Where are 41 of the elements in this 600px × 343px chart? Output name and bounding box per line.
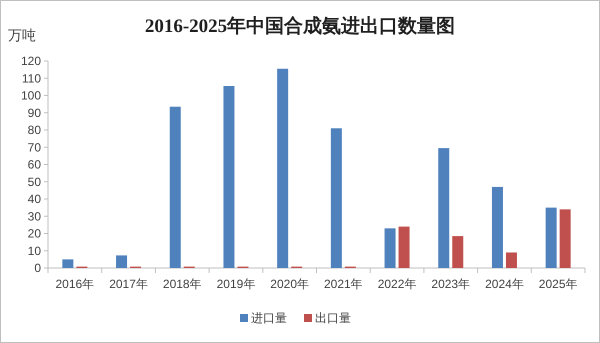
bar — [170, 106, 181, 268]
x-tick-label: 2023年 — [431, 277, 470, 291]
y-tick-label: 90 — [28, 106, 42, 120]
x-tick-label: 2020年 — [270, 277, 309, 291]
legend-label: 出口量 — [315, 311, 351, 325]
y-tick-label: 80 — [28, 123, 42, 137]
y-tick-label: 0 — [34, 261, 42, 275]
bar — [438, 148, 450, 268]
y-axis-title: 万吨 — [8, 27, 36, 43]
y-tick-label: 50 — [28, 174, 42, 189]
y-tick-label: 100 — [20, 88, 42, 102]
y-tick-label: 10 — [28, 244, 42, 258]
x-tick-label: 2021年 — [324, 277, 363, 291]
bar — [492, 186, 503, 268]
bar — [546, 208, 557, 268]
bar — [116, 255, 128, 268]
x-tick-label: 2024年 — [485, 277, 524, 291]
x-tick-label: 2019年 — [216, 277, 256, 291]
bar — [223, 86, 234, 268]
bar — [330, 128, 342, 268]
bar — [277, 68, 288, 268]
x-tick-label: 2022年 — [378, 277, 416, 291]
legend-label: 进口量 — [251, 311, 287, 325]
bar — [452, 236, 464, 268]
y-tick-label: 120 — [20, 54, 42, 68]
x-tick-label: 2016年 — [56, 277, 94, 291]
chart-title: 2016-2025年中国合成氨进出口数量图 — [144, 15, 456, 37]
x-tick-label: 2018年 — [162, 277, 202, 291]
y-tick-label: 40 — [28, 192, 42, 206]
bar — [560, 209, 571, 268]
y-tick-label: 70 — [28, 140, 42, 154]
x-tick-label: 2025年 — [538, 277, 578, 291]
bar — [506, 252, 517, 268]
y-tick-label: 60 — [28, 158, 42, 172]
y-tick-label: 20 — [28, 226, 42, 240]
x-tick-label: 2017年 — [109, 277, 148, 291]
bar — [398, 226, 410, 268]
y-tick-label: 30 — [28, 209, 42, 224]
y-tick-label: 110 — [22, 71, 42, 86]
bar — [384, 228, 396, 268]
bar — [62, 259, 74, 268]
